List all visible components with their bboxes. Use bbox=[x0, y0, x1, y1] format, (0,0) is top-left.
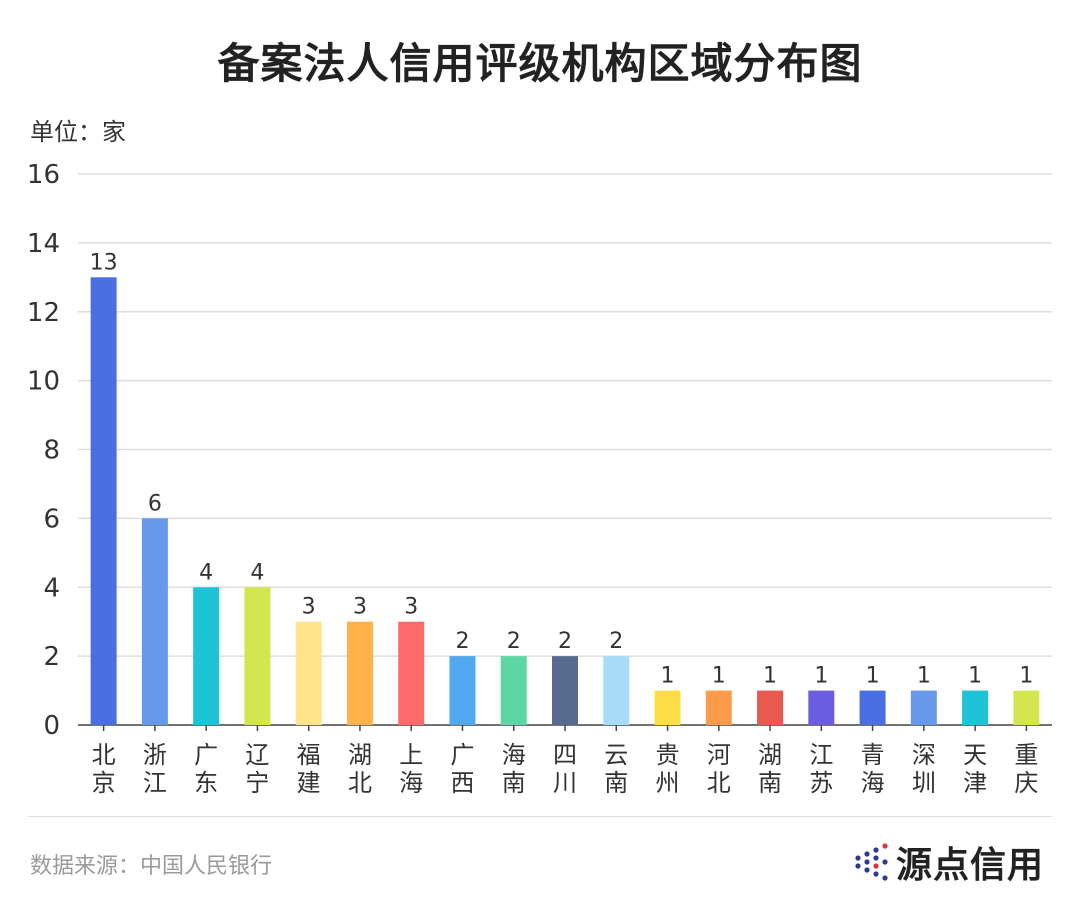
x-tick-label: 广西 bbox=[450, 741, 474, 797]
footer-divider bbox=[28, 816, 1052, 817]
y-tick-label: 12 bbox=[27, 298, 60, 328]
y-tick-label: 0 bbox=[43, 711, 60, 741]
x-tick-label: 河北 bbox=[707, 741, 731, 797]
x-tick-label: 广东 bbox=[194, 741, 218, 797]
bar bbox=[705, 690, 732, 725]
y-tick-label: 8 bbox=[43, 436, 60, 466]
bar bbox=[500, 656, 527, 725]
x-tick-label: 浙江 bbox=[143, 741, 167, 797]
data-label: 13 bbox=[90, 250, 118, 275]
bar bbox=[859, 690, 886, 725]
x-tick-label: 重庆 bbox=[1014, 741, 1038, 797]
bar bbox=[193, 587, 220, 725]
bar bbox=[962, 690, 989, 725]
data-source: 数据来源：中国人民银行 bbox=[30, 854, 273, 879]
bar bbox=[757, 690, 784, 725]
bar bbox=[552, 656, 578, 725]
data-label: 3 bbox=[353, 595, 367, 620]
x-tick-label: 四川 bbox=[553, 741, 577, 797]
data-label: 3 bbox=[404, 595, 418, 620]
data-label: 1 bbox=[661, 664, 675, 689]
data-label: 1 bbox=[866, 664, 880, 689]
data-label: 4 bbox=[199, 560, 213, 585]
x-tick-label: 海南 bbox=[502, 741, 526, 797]
brand-logo: 源点信用 bbox=[854, 836, 1044, 888]
x-tick-label: 辽宁 bbox=[245, 741, 269, 797]
chart-title: 备案法人信用评级机构区域分布图 bbox=[217, 39, 863, 88]
data-label: 3 bbox=[302, 595, 316, 620]
unit-label: 单位：家 bbox=[30, 118, 126, 146]
x-tick-label: 湖南 bbox=[758, 741, 782, 797]
bar bbox=[295, 621, 322, 725]
y-tick-label: 2 bbox=[43, 642, 60, 672]
x-tick-label: 贵州 bbox=[656, 741, 680, 797]
x-tick-label: 云南 bbox=[604, 741, 628, 797]
y-tick-label: 16 bbox=[27, 160, 60, 190]
data-label: 6 bbox=[148, 491, 162, 516]
y-tick-label: 14 bbox=[27, 229, 60, 259]
x-tick-label: 江苏 bbox=[809, 741, 833, 797]
x-tick-label: 上海 bbox=[399, 741, 423, 797]
data-label: 2 bbox=[609, 629, 623, 654]
bar bbox=[90, 277, 117, 725]
data-label: 1 bbox=[917, 664, 931, 689]
brand-name: 源点信用 bbox=[895, 845, 1044, 886]
bar bbox=[449, 656, 476, 725]
data-label: 1 bbox=[1019, 664, 1033, 689]
data-label: 2 bbox=[558, 629, 572, 654]
bar bbox=[808, 690, 835, 725]
bar bbox=[1013, 690, 1040, 725]
bar bbox=[910, 690, 937, 725]
bar bbox=[244, 587, 271, 725]
x-tick-label: 福建 bbox=[297, 741, 321, 797]
y-tick-label: 10 bbox=[27, 367, 60, 397]
data-label: 4 bbox=[250, 560, 264, 585]
data-label: 1 bbox=[763, 664, 777, 689]
bar bbox=[346, 621, 373, 725]
data-label: 2 bbox=[507, 629, 521, 654]
bar bbox=[654, 690, 681, 725]
x-tick-label: 青海 bbox=[861, 741, 885, 797]
x-tick-label: 北京 bbox=[92, 741, 116, 797]
bar bbox=[398, 621, 425, 725]
bar bbox=[603, 656, 630, 725]
data-label: 1 bbox=[814, 664, 828, 689]
dot-cluster-logo-icon bbox=[855, 843, 888, 881]
data-label: 2 bbox=[455, 629, 469, 654]
y-tick-label: 4 bbox=[43, 573, 60, 603]
x-tick-label: 深圳 bbox=[912, 741, 936, 797]
x-tick-label: 湖北 bbox=[348, 741, 372, 797]
y-tick-label: 6 bbox=[43, 504, 60, 534]
data-label: 1 bbox=[712, 664, 726, 689]
x-tick-label: 天津 bbox=[963, 741, 987, 797]
data-label: 1 bbox=[968, 664, 982, 689]
bar bbox=[141, 518, 168, 725]
